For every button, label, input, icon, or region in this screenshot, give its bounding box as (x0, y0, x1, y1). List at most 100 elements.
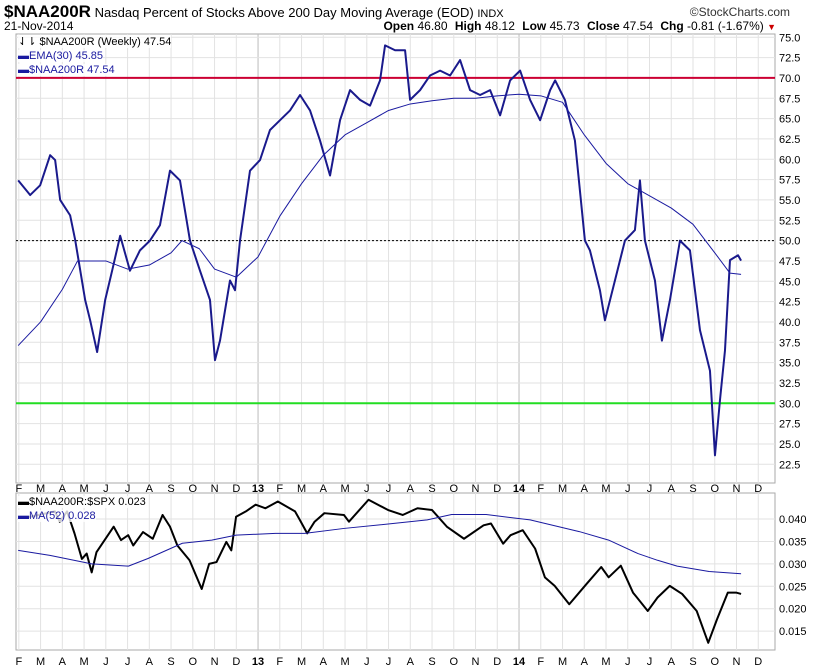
x-tick-label: D (493, 656, 501, 668)
plot-area-0 (15, 33, 776, 484)
x-tick-label: M (340, 656, 349, 668)
legend-ratio-text: $NAA200R:$SPX 0.023 (29, 496, 146, 508)
x-tick-label: A (146, 656, 154, 668)
legend-ratio: ▬$NAA200R:$SPX 0.023 (18, 496, 146, 508)
x-tick-label: J (364, 483, 370, 495)
x-tick-label: A (668, 656, 676, 668)
y-tick-label: 35.0 (779, 358, 800, 370)
x-tick-label: A (581, 656, 589, 668)
y-tick-label: 30.0 (779, 398, 800, 410)
y-tick-label: 57.5 (779, 175, 800, 187)
low-value: 45.73 (549, 19, 580, 33)
x-tick-label: A (59, 656, 67, 668)
x-tick-label: A (668, 483, 676, 495)
x-tick-label: S (689, 656, 696, 668)
x-tick-label: A (407, 483, 415, 495)
high-label: High (454, 19, 482, 33)
x-tick-label: J (125, 483, 131, 495)
x-tick-label: A (59, 483, 67, 495)
series-line-ema-30- (17, 93, 742, 346)
chg-value: -0.81 (-1.67%) (687, 19, 764, 33)
y-tick-label: 75.0 (779, 32, 800, 44)
open-label: Open (383, 19, 415, 33)
y-tick-label: 55.0 (779, 195, 800, 207)
x-tick-label: O (710, 656, 719, 668)
x-tick-label: N (472, 656, 480, 668)
x-tick-label: F (276, 483, 283, 495)
x-tick-label: M (601, 483, 610, 495)
series-line-ma-52- (18, 514, 742, 575)
x-tick-label: J (386, 656, 392, 668)
x-tick-label: J (625, 483, 631, 495)
y-tick-label: 70.0 (779, 73, 800, 85)
x-tick-label: D (232, 656, 240, 668)
x-tick-label: F (276, 656, 283, 668)
x-tick-label: D (493, 483, 501, 495)
x-tick-label: S (689, 483, 696, 495)
plot-area-1 (15, 492, 776, 651)
x-tick-label: A (146, 483, 154, 495)
series-line--naa200r-spx (18, 498, 742, 644)
y-tick-label: 0.040 (779, 514, 807, 526)
x-tick-label: O (450, 656, 459, 668)
x-tick-label: N (733, 656, 741, 668)
x-tick-label: J (125, 656, 131, 668)
chg-label: Chg (660, 19, 684, 33)
x-tick-label: N (211, 483, 219, 495)
legend-close-text: $NAA200R 47.54 (29, 64, 115, 76)
y-tick-label: 65.0 (779, 114, 800, 126)
high-value: 48.12 (484, 19, 515, 33)
x-tick-label: F (15, 656, 22, 668)
series-line--naa200r (17, 44, 742, 457)
y-tick-label: 37.5 (779, 337, 800, 349)
x-tick-label: J (625, 656, 631, 668)
open-value: 46.80 (417, 19, 448, 33)
x-tick-label: O (189, 483, 198, 495)
y-tick-label: 47.5 (779, 256, 800, 268)
x-tick-label: J (647, 656, 653, 668)
y-tick-label: 45.0 (779, 276, 800, 288)
legend-close: ▬$NAA200R 47.54 (18, 64, 115, 76)
x-tick-label: 13 (252, 483, 264, 495)
y-tick-label: 62.5 (779, 134, 800, 146)
y-tick-label: 27.5 (779, 419, 800, 431)
close-value: 47.54 (622, 19, 654, 33)
x-tick-label: M (36, 656, 45, 668)
x-tick-label: N (211, 656, 219, 668)
y-tick-label: 22.5 (779, 459, 800, 471)
x-tick-label: O (189, 656, 198, 668)
y-tick-label: 50.0 (779, 236, 800, 248)
y-tick-label: 60.0 (779, 154, 800, 166)
y-tick-label: 0.015 (779, 626, 807, 638)
x-tick-label: 14 (513, 656, 526, 668)
x-tick-label: M (601, 656, 610, 668)
x-tick-label: D (232, 483, 240, 495)
x-tick-label: M (558, 656, 567, 668)
y-tick-label: 0.035 (779, 536, 807, 548)
y-tick-label: 25.0 (779, 439, 800, 451)
x-tick-label: J (647, 483, 653, 495)
legend-main-text: $NAA200R (Weekly) 47.54 (39, 36, 172, 48)
title-text: Nasdaq Percent of Stocks Above 200 Day M… (94, 5, 474, 20)
symbol: $NAA200R (4, 2, 91, 21)
y-tick-label: 40.0 (779, 317, 800, 329)
x-tick-label: M (340, 483, 349, 495)
x-tick-label: 14 (513, 483, 526, 495)
close-label: Close (586, 19, 620, 33)
x-tick-label: J (364, 656, 370, 668)
x-tick-label: O (710, 483, 719, 495)
legend-main: ⇃⇂ $NAA200R (Weekly) 47.54 (18, 35, 172, 48)
copyright[interactable]: ©StockCharts.com (689, 5, 790, 19)
low-label: Low (522, 19, 547, 33)
x-tick-label: J (386, 483, 392, 495)
x-tick-label: M (36, 483, 45, 495)
x-tick-label: D (754, 483, 762, 495)
y-tick-label: 42.5 (779, 297, 800, 309)
x-tick-label: F (537, 656, 544, 668)
x-tick-label: S (167, 656, 174, 668)
x-tick-label: M (297, 656, 306, 668)
y-tick-label: 32.5 (779, 378, 800, 390)
chart-date: 21-Nov-2014 (4, 19, 74, 33)
